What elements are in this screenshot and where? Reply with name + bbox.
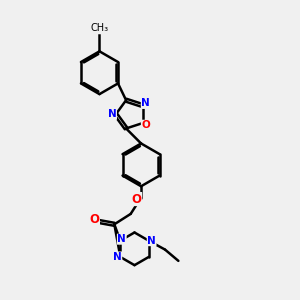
Text: N: N: [108, 109, 116, 119]
Text: O: O: [132, 193, 142, 206]
Text: N: N: [141, 98, 150, 108]
Text: O: O: [89, 213, 99, 226]
Text: N: N: [117, 234, 126, 244]
Text: O: O: [141, 120, 150, 130]
Text: N: N: [113, 252, 122, 262]
Text: CH₃: CH₃: [90, 23, 109, 33]
Text: N: N: [147, 236, 156, 246]
